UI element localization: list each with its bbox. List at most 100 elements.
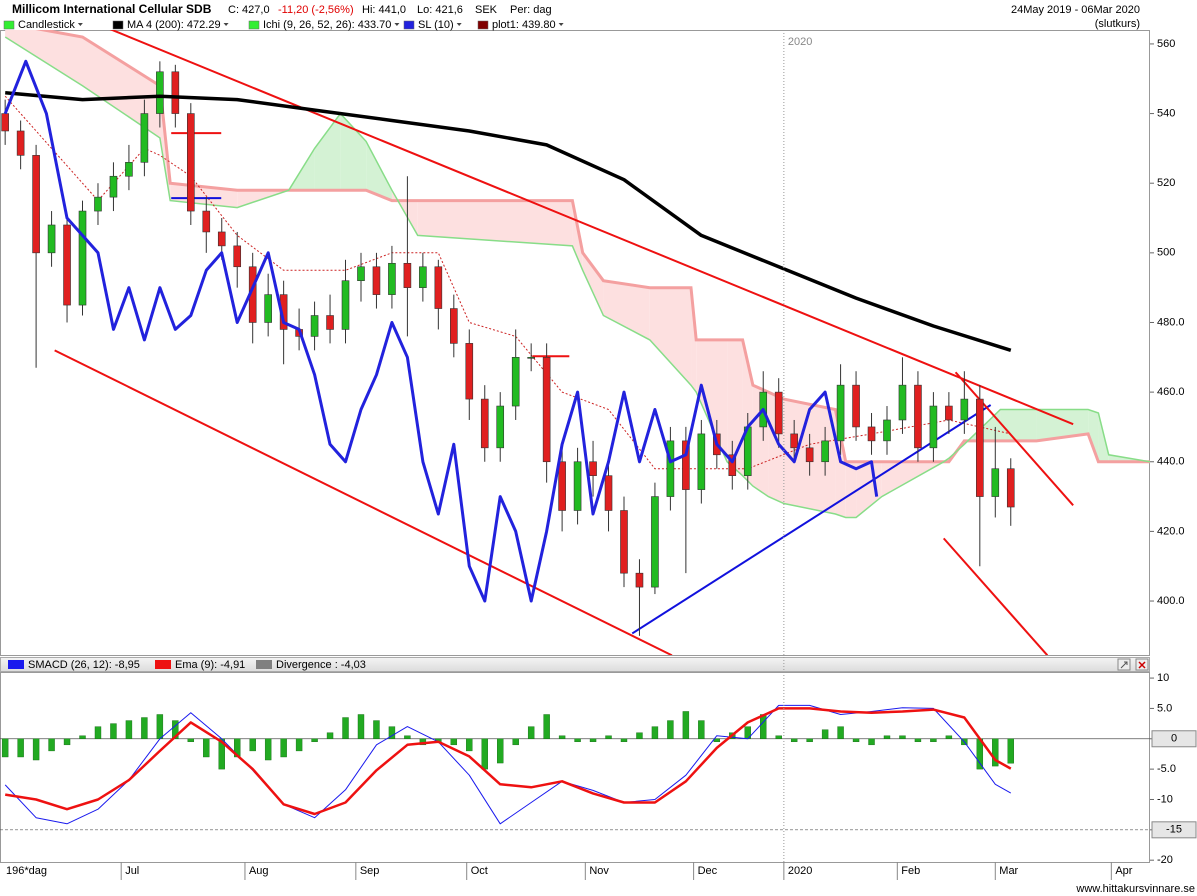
- legend-label: MA 4 (200): 472.29: [127, 19, 221, 31]
- header-bg: [0, 0, 1197, 30]
- legend-label: Ichi (9, 26, 52, 26): 433.70: [263, 19, 391, 31]
- sub-plot: [0, 704, 1150, 831]
- sub-plot-frame: [0, 672, 1150, 863]
- y-tick-label: 560: [1157, 38, 1175, 50]
- histogram-bar: [945, 735, 953, 739]
- candle-body: [419, 266, 427, 288]
- histogram-bar: [357, 714, 365, 739]
- candle-body: [960, 398, 969, 421]
- legend-swatch: [8, 660, 24, 669]
- quote-period: Per: dag: [510, 4, 552, 16]
- histogram-bar: [481, 738, 488, 770]
- candle-body: [604, 475, 613, 511]
- candle-body: [945, 405, 953, 421]
- candle-body: [450, 308, 458, 344]
- cloud-segment: [649, 287, 692, 386]
- histogram-bar: [295, 738, 303, 752]
- y-tick-label: 540: [1157, 107, 1175, 119]
- histogram-bar: [930, 738, 937, 743]
- histogram-bar: [837, 726, 844, 739]
- cloud-segment: [856, 461, 882, 518]
- histogram-bar: [1007, 738, 1014, 764]
- date-range: 24May 2019 - 06Mar 2020: [1011, 4, 1140, 16]
- histogram-bar: [79, 735, 86, 739]
- indicator-line: [3, 59, 879, 603]
- x-tick-label: Apr: [1115, 865, 1132, 877]
- footer: www.hittakursvinnare.se: [1075, 883, 1195, 895]
- candle-body: [898, 384, 907, 421]
- histogram-bar: [512, 738, 519, 746]
- chart-title: Millicom International Cellular SDB: [12, 2, 212, 16]
- candle-body: [171, 71, 180, 114]
- histogram-bar: [404, 735, 411, 739]
- cloud-segment: [1036, 409, 1089, 441]
- candle-body: [790, 433, 798, 449]
- histogram-bar: [899, 735, 906, 739]
- main-plot: [1, 30, 1150, 655]
- histogram-bar: [172, 720, 179, 739]
- candle-body: [310, 315, 319, 337]
- histogram-bar: [48, 738, 55, 752]
- quote-low: Lo: 421,6: [417, 4, 463, 16]
- cloud-segment: [1000, 409, 1037, 441]
- histogram-bar: [156, 714, 164, 739]
- histogram-bar: [667, 720, 674, 739]
- histogram-bar: [992, 738, 999, 767]
- candle-body: [805, 447, 814, 463]
- candle-body: [16, 130, 25, 156]
- indicator-line: [5, 90, 1012, 352]
- x-tick-label: Feb: [901, 865, 920, 877]
- legend-label: plot1: 439.80: [492, 19, 556, 31]
- histogram-bar: [63, 738, 71, 746]
- y-tick-label: -20: [1157, 854, 1173, 866]
- histogram-bar: [187, 738, 195, 743]
- histogram-bar: [914, 738, 922, 743]
- cloud-segment: [845, 461, 857, 518]
- cloud-segment: [366, 141, 392, 201]
- candle-body: [620, 510, 628, 574]
- histogram-bar: [110, 723, 117, 739]
- y-tick-label: 420.0: [1157, 525, 1185, 537]
- histogram-bar: [651, 726, 659, 739]
- legend-dropdown: [223, 23, 229, 26]
- histogram-bar: [852, 738, 860, 743]
- quote-high: Hi: 441,0: [362, 4, 406, 16]
- histogram-bar: [125, 720, 133, 739]
- candle-body: [1006, 468, 1015, 508]
- candle-body: [264, 294, 272, 323]
- candle-body: [434, 266, 443, 309]
- y-tick-label: 500: [1157, 247, 1175, 259]
- legend-swatch: [112, 20, 124, 30]
- candle-body: [78, 210, 87, 306]
- candle-body: [140, 113, 149, 163]
- histogram-bar: [636, 732, 643, 739]
- candle-body: [774, 391, 783, 435]
- histogram-bar: [450, 738, 458, 746]
- x-tick-label: Nov: [589, 865, 609, 877]
- quote-close: C: 427,0: [228, 4, 270, 16]
- x-tick-label: Jul: [125, 865, 139, 877]
- candle-body: [573, 461, 582, 511]
- histogram-bar: [466, 738, 473, 752]
- cloud-segment: [340, 113, 367, 191]
- histogram-bar: [203, 738, 210, 758]
- y-tick-label: 440.0: [1157, 456, 1185, 468]
- candle-body: [109, 175, 118, 198]
- histogram-bar: [17, 738, 24, 758]
- candle-body: [465, 343, 474, 400]
- candle-body: [156, 71, 164, 114]
- candle-body: [47, 224, 56, 254]
- candle-body: [388, 262, 396, 295]
- legend-swatch: [3, 20, 15, 30]
- quote-currency: SEK: [475, 4, 498, 16]
- trendline: [942, 537, 1049, 655]
- cloud-segment: [603, 280, 650, 340]
- histogram-bar: [868, 738, 875, 746]
- cloud-segment: [582, 252, 604, 316]
- trendline: [954, 371, 1074, 506]
- histogram-bar: [682, 711, 690, 739]
- cloud-segment: [417, 200, 573, 246]
- x-axis-label: 196*dag: [6, 865, 47, 877]
- legend-label: SL (10): [418, 19, 454, 31]
- cloud-segment: [1088, 409, 1099, 462]
